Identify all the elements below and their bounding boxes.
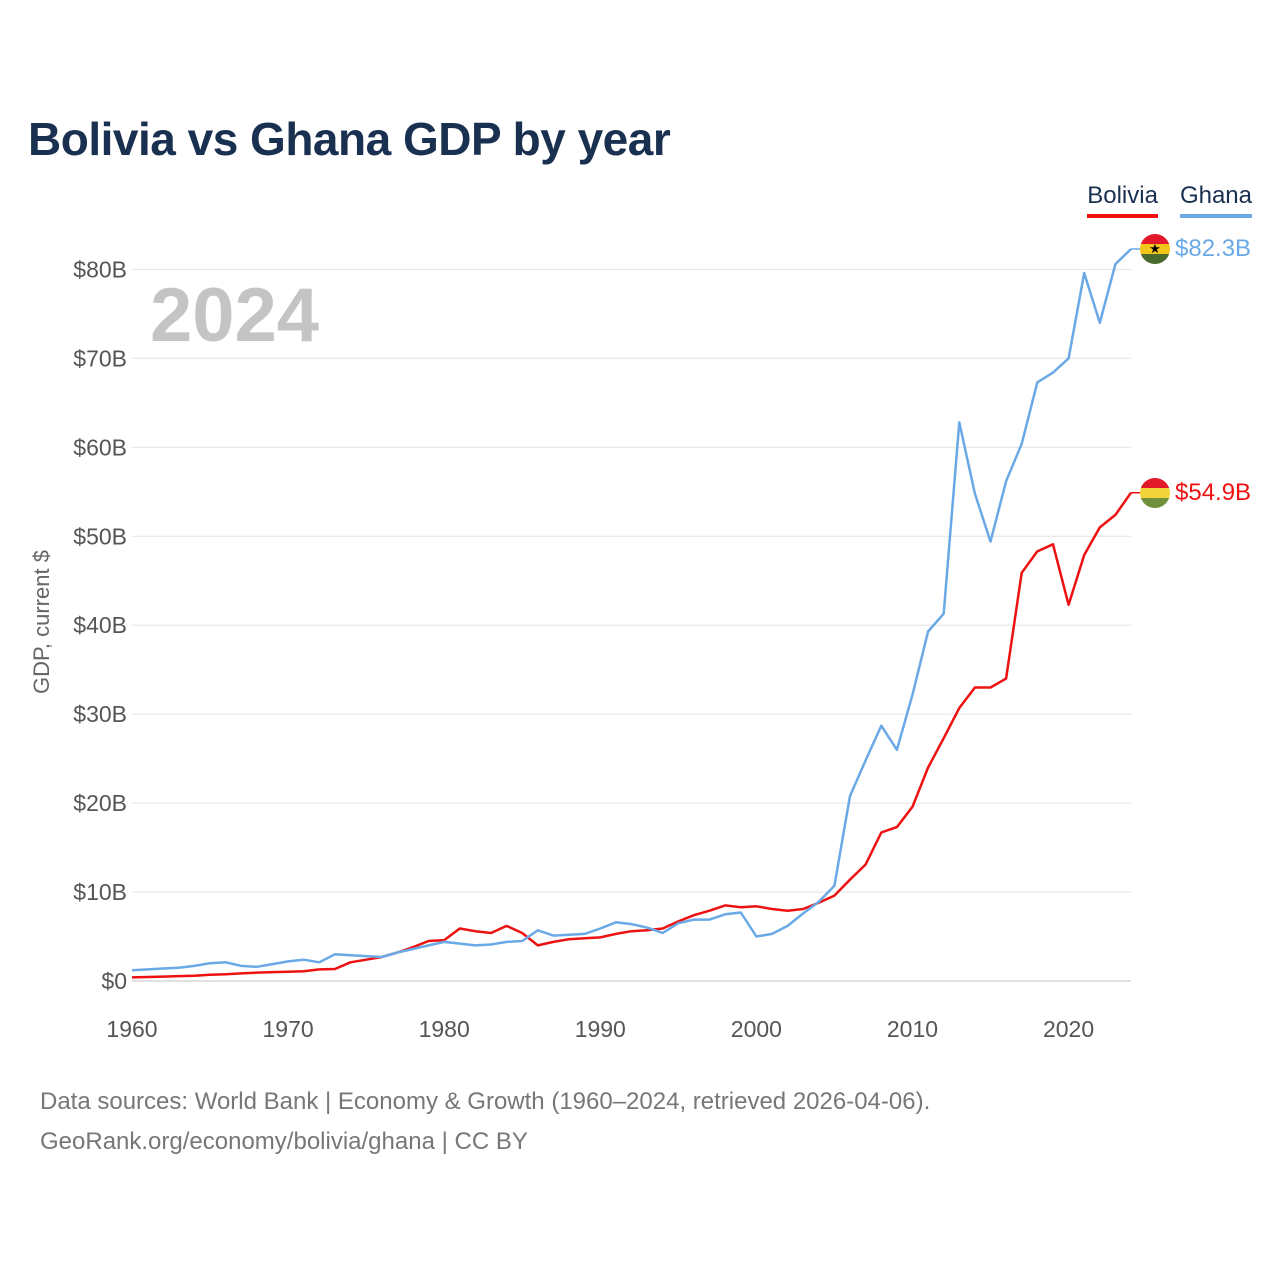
y-tick-label: $50B — [73, 523, 127, 549]
legend-item-ghana[interactable]: Ghana — [1179, 182, 1252, 218]
grid-lines — [132, 268, 1131, 982]
credit-link[interactable]: GeoRank.org/economy/bolivia/ghana | CC B… — [40, 1128, 528, 1155]
y-tick-label: $60B — [73, 434, 127, 460]
x-tick-label: 1970 — [263, 1016, 314, 1042]
x-tick-label: 1980 — [419, 1016, 470, 1042]
series-lines — [131, 248, 1141, 979]
ghana-flag-icon: ★ — [1140, 234, 1170, 264]
footer: Data sources: World Bank | Economy & Gro… — [40, 1082, 930, 1162]
x-tick-label: 2010 — [887, 1016, 938, 1042]
x-axis-ticks: 1960 1970 1980 1990 2000 2010 2020 — [106, 1016, 1094, 1042]
bolivia-end-value-label: $54.9B — [1175, 478, 1252, 506]
y-axis-title: GDP, current $ — [29, 550, 54, 694]
series-line-bolivia — [131, 491, 1133, 979]
legend: Bolivia Ghana — [1087, 182, 1252, 218]
y-axis-ticks: $0 $10B $20B $30B $40B $50B $60B $70B $80B — [73, 256, 127, 994]
y-tick-label: $70B — [73, 345, 127, 371]
x-tick-label: 1990 — [575, 1016, 626, 1042]
current-year-label: 2024 — [150, 273, 320, 358]
y-tick-label: $30B — [73, 701, 127, 727]
chart-title: Bolivia vs Ghana GDP by year — [28, 113, 671, 165]
y-tick-label: $0 — [101, 968, 127, 994]
bolivia-flag-icon — [1140, 477, 1170, 508]
x-tick-label: 1960 — [106, 1016, 157, 1042]
y-tick-label: $80B — [73, 256, 127, 282]
y-tick-label: $40B — [73, 612, 127, 638]
y-tick-label: $10B — [73, 879, 127, 905]
data-sources-note: Data sources: World Bank | Economy & Gro… — [40, 1088, 931, 1115]
x-tick-label: 2020 — [1043, 1016, 1094, 1042]
series-line-ghana — [131, 248, 1132, 972]
legend-item-bolivia[interactable]: Bolivia — [1087, 182, 1158, 218]
y-tick-label: $20B — [73, 790, 127, 816]
x-tick-label: 2000 — [731, 1016, 782, 1042]
ghana-end-value-label: $82.3B — [1175, 235, 1252, 262]
